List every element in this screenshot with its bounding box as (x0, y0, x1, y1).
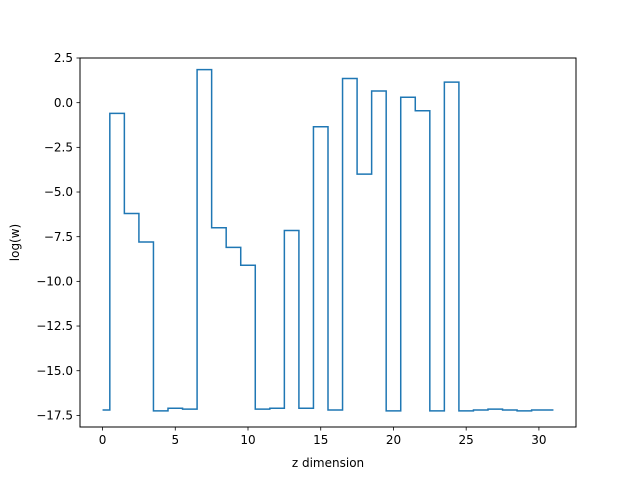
y-tick-label: −17.5 (36, 409, 73, 423)
x-axis-label: z dimension (292, 456, 364, 470)
x-axis: 0 5 10 15 20 25 30 (99, 427, 547, 447)
x-tick-label: 25 (459, 433, 474, 447)
y-tick-label: 0.0 (54, 96, 73, 110)
x-tick-label: 30 (531, 433, 546, 447)
y-tick-label: 2.5 (54, 51, 73, 65)
x-tick-label: 15 (313, 433, 328, 447)
series-layer (102, 68, 554, 412)
y-tick-label: −7.5 (44, 230, 73, 244)
x-tick-label: 5 (171, 433, 179, 447)
y-axis: 2.5 0.0 −2.5 −5.0 −7.5 −10.0 −12.5 −15.0 −17.5 (36, 51, 80, 423)
plot-frame (79, 57, 577, 428)
x-tick-label: 20 (386, 433, 401, 447)
series-line-0 (102, 68, 554, 412)
x-tick-label: 0 (99, 433, 107, 447)
y-tick-label: −15.0 (36, 364, 73, 378)
x-tick-label: 10 (240, 433, 255, 447)
y-tick-label: −5.0 (44, 185, 73, 199)
y-tick-label: −10.0 (36, 275, 73, 289)
y-tick-label: −2.5 (44, 141, 73, 155)
y-axis-label: log(w) (8, 224, 22, 261)
y-tick-label: −12.5 (36, 319, 73, 333)
